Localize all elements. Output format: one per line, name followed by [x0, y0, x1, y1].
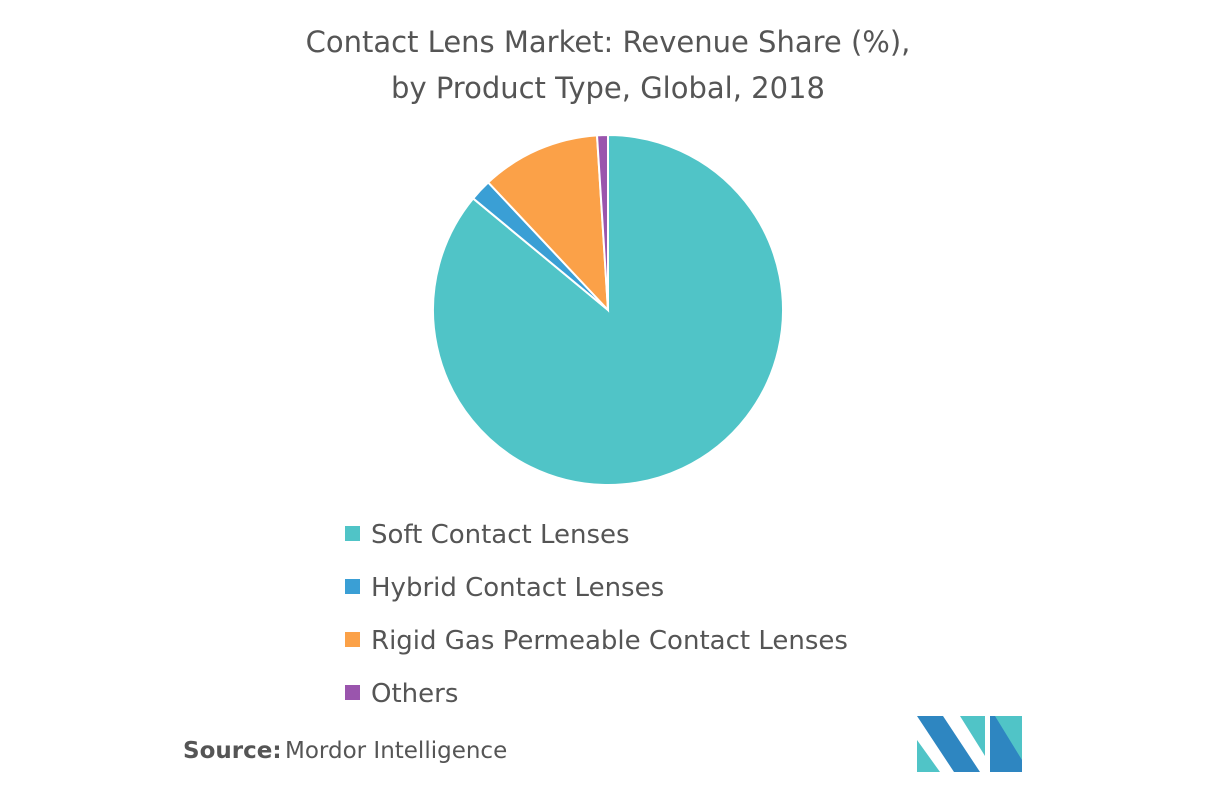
chart-title: Contact Lens Market: Revenue Share (%), — [306, 25, 911, 59]
logo-shape — [917, 740, 940, 772]
chart-subtitle: by Product Type, Global, 2018 — [391, 71, 825, 105]
legend-label: Soft Contact Lenses — [371, 520, 630, 550]
pie-slice — [486, 134, 610, 313]
logo — [917, 716, 1022, 772]
pie — [432, 133, 784, 486]
legend-label: Rigid Gas Permeable Contact Lenses — [371, 626, 848, 656]
legend-label: Hybrid Contact Lenses — [371, 573, 664, 603]
legend-label: Others — [371, 679, 458, 709]
legend-swatch — [345, 579, 360, 594]
pie-slice — [595, 133, 609, 311]
logo-shape — [960, 716, 985, 756]
legend-swatch — [345, 632, 360, 647]
source-label: Source: — [183, 738, 282, 764]
logo-shape — [995, 716, 1022, 760]
legend: Soft Contact Lenses Hybrid Contact Lenses… — [345, 520, 848, 709]
legend-swatch — [345, 685, 360, 700]
legend-swatch — [345, 526, 360, 541]
source-text: Mordor Intelligence — [285, 738, 507, 764]
logo-shape — [917, 716, 980, 772]
